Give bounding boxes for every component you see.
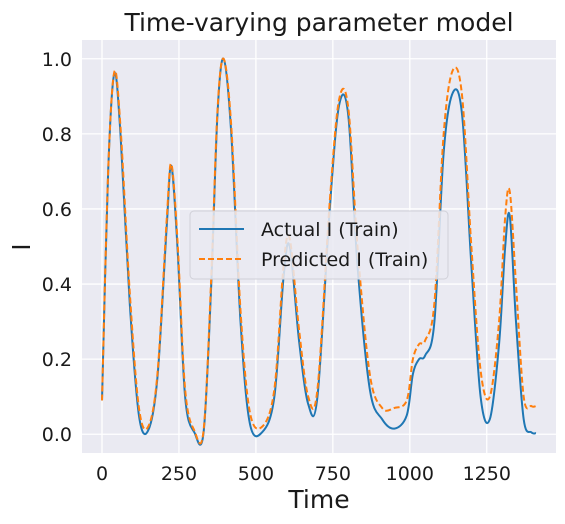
y-axis-label: I bbox=[7, 243, 36, 250]
y-tick-label: 0.0 bbox=[42, 424, 72, 446]
y-tick-label: 0.2 bbox=[42, 349, 72, 371]
y-tick-label: 0.8 bbox=[42, 124, 72, 146]
legend-label-actual: Actual I (Train) bbox=[261, 219, 399, 241]
series-predicted-line bbox=[101, 57, 537, 445]
x-tick-label: 500 bbox=[238, 463, 274, 485]
y-tick-label: 1.0 bbox=[42, 49, 72, 71]
x-tick-label: 250 bbox=[161, 463, 197, 485]
legend: Actual I (Train) Predicted I (Train) bbox=[189, 210, 449, 280]
y-tick-label: 0.4 bbox=[42, 274, 72, 296]
x-axis-label: Time bbox=[287, 485, 349, 514]
x-tick-label: 750 bbox=[315, 463, 351, 485]
x-tick-label: 1250 bbox=[463, 463, 511, 485]
y-ticks: 0.0 0.2 0.4 0.6 0.8 1.0 bbox=[42, 49, 72, 446]
legend-box bbox=[189, 210, 449, 280]
y-tick-label: 0.6 bbox=[42, 199, 72, 221]
x-tick-label: 0 bbox=[96, 463, 108, 485]
chart-title: Time-varying parameter model bbox=[123, 8, 513, 37]
x-tick-label: 1000 bbox=[386, 463, 434, 485]
x-ticks: 0 250 500 750 1000 1250 bbox=[96, 463, 511, 485]
series-group bbox=[101, 57, 537, 446]
legend-label-predicted: Predicted I (Train) bbox=[261, 249, 428, 271]
